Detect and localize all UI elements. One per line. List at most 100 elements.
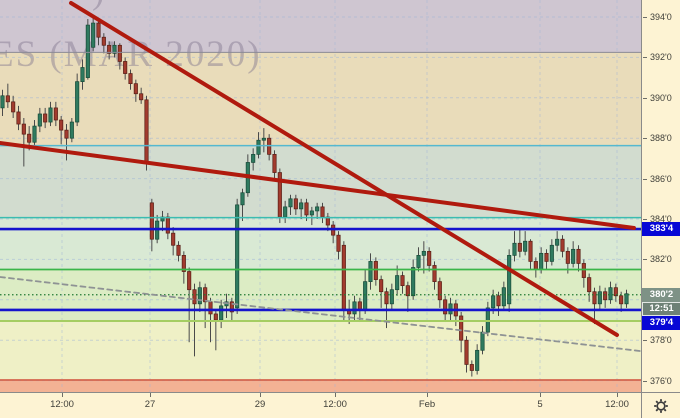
candle-down[interactable] bbox=[405, 285, 410, 297]
candle-down[interactable] bbox=[560, 238, 565, 252]
candle-up[interactable] bbox=[549, 244, 554, 262]
candle-down[interactable] bbox=[101, 36, 106, 46]
candle-up[interactable] bbox=[523, 240, 528, 252]
candle-up[interactable] bbox=[507, 255, 512, 305]
candle-up[interactable] bbox=[315, 206, 320, 212]
candle-up[interactable] bbox=[48, 107, 53, 123]
candle-down[interactable] bbox=[176, 244, 181, 256]
candle-up[interactable] bbox=[352, 301, 357, 315]
candle-down[interactable] bbox=[592, 291, 597, 305]
candle-down[interactable] bbox=[117, 44, 122, 62]
candle-up[interactable] bbox=[395, 275, 400, 291]
candle-down[interactable] bbox=[528, 240, 533, 262]
candle-down[interactable] bbox=[432, 265, 437, 282]
candle-down[interactable] bbox=[437, 281, 442, 301]
candle-up[interactable] bbox=[75, 81, 80, 123]
time-axis[interactable]: 12:00 27 29 12:00 Feb 5 12:00 bbox=[0, 392, 641, 418]
candle-down[interactable] bbox=[272, 154, 277, 173]
price-axis[interactable]: 394'0 392'0 390'0 388'0 386'0 384'0 382'0 378'0… bbox=[641, 0, 680, 392]
candle-up[interactable] bbox=[416, 255, 421, 268]
candle-up[interactable] bbox=[411, 267, 416, 297]
candle-down[interactable] bbox=[192, 289, 197, 305]
candle-down[interactable] bbox=[619, 295, 624, 305]
candle-up[interactable] bbox=[32, 125, 37, 143]
candle-up[interactable] bbox=[539, 252, 544, 270]
candle-down[interactable] bbox=[587, 277, 592, 293]
candle-up[interactable] bbox=[197, 287, 202, 305]
candle-up[interactable] bbox=[624, 293, 629, 305]
candle-up[interactable] bbox=[256, 139, 261, 155]
candle-down[interactable] bbox=[43, 113, 48, 123]
candle-down[interactable] bbox=[293, 198, 298, 210]
candle-down[interactable] bbox=[11, 101, 16, 113]
candle-up[interactable] bbox=[37, 113, 42, 127]
candle-down[interactable] bbox=[16, 111, 21, 125]
candle-down[interactable] bbox=[336, 234, 341, 252]
settings-gear-icon[interactable] bbox=[652, 397, 670, 415]
candle-down[interactable] bbox=[21, 123, 26, 135]
candle-up[interactable] bbox=[475, 349, 480, 371]
candle-down[interactable] bbox=[133, 83, 138, 95]
candle-up[interactable] bbox=[571, 248, 576, 264]
candle-up[interactable] bbox=[240, 192, 245, 206]
candle-up[interactable] bbox=[555, 238, 560, 246]
candle-up[interactable] bbox=[501, 287, 506, 307]
candle-down[interactable] bbox=[187, 271, 192, 291]
candle-down[interactable] bbox=[443, 299, 448, 315]
candle-up[interactable] bbox=[283, 206, 288, 218]
candle-down[interactable] bbox=[581, 263, 586, 278]
price-chart-plot[interactable]: ES (MAR 2020) ) bbox=[0, 0, 641, 392]
candle-up[interactable] bbox=[85, 24, 90, 78]
candle-down[interactable] bbox=[208, 301, 213, 315]
trendline-downtrend-steep[interactable] bbox=[69, 1, 619, 337]
candle-up[interactable] bbox=[288, 198, 293, 208]
candle-down[interactable] bbox=[544, 252, 549, 262]
candle-up[interactable] bbox=[389, 289, 394, 305]
candle-down[interactable] bbox=[341, 244, 346, 311]
candle-down[interactable] bbox=[496, 295, 501, 307]
candle-down[interactable] bbox=[384, 291, 389, 305]
candle-down[interactable] bbox=[427, 250, 432, 266]
candle-up[interactable] bbox=[0, 95, 5, 109]
chart-canvas[interactable] bbox=[0, 0, 641, 392]
candle-up[interactable] bbox=[235, 204, 240, 309]
candle-up[interactable] bbox=[80, 67, 85, 82]
candle-down[interactable] bbox=[229, 301, 234, 313]
candle-down[interactable] bbox=[517, 242, 522, 252]
candle-up[interactable] bbox=[491, 295, 496, 309]
candle-down[interactable] bbox=[96, 22, 101, 38]
candle-down[interactable] bbox=[144, 99, 149, 163]
candle-down[interactable] bbox=[469, 364, 474, 371]
candle-up[interactable] bbox=[363, 281, 368, 311]
trendline-downtrend-shallow[interactable] bbox=[0, 141, 636, 230]
candle-up[interactable] bbox=[608, 287, 613, 301]
candle-down[interactable] bbox=[139, 93, 144, 101]
candle-down[interactable] bbox=[576, 248, 581, 264]
candle-down[interactable] bbox=[603, 291, 608, 301]
candle-up[interactable] bbox=[251, 154, 256, 163]
candle-down[interactable] bbox=[400, 275, 405, 287]
candle-down[interactable] bbox=[373, 261, 378, 280]
candle-up[interactable] bbox=[485, 307, 490, 333]
candle-down[interactable] bbox=[613, 287, 618, 297]
candle-down[interactable] bbox=[53, 107, 58, 121]
candle-down[interactable] bbox=[171, 232, 176, 246]
trendline-dashed-guide[interactable] bbox=[0, 276, 641, 352]
candle-up[interactable] bbox=[112, 44, 117, 54]
candle-down[interactable] bbox=[123, 61, 128, 74]
candle-up[interactable] bbox=[512, 242, 517, 256]
candle-down[interactable] bbox=[213, 313, 218, 321]
candle-up[interactable] bbox=[368, 261, 373, 282]
candle-up[interactable] bbox=[299, 202, 304, 210]
candle-down[interactable] bbox=[107, 44, 112, 54]
candle-up[interactable] bbox=[421, 250, 426, 256]
candle-up[interactable] bbox=[309, 210, 314, 216]
candle-up[interactable] bbox=[219, 305, 224, 321]
candle-down[interactable] bbox=[181, 255, 186, 272]
candle-down[interactable] bbox=[59, 119, 64, 131]
candle-up[interactable] bbox=[91, 22, 96, 48]
candle-up[interactable] bbox=[261, 137, 266, 141]
candle-up[interactable] bbox=[597, 291, 602, 305]
candle-down[interactable] bbox=[533, 261, 538, 270]
candle-down[interactable] bbox=[165, 216, 170, 234]
